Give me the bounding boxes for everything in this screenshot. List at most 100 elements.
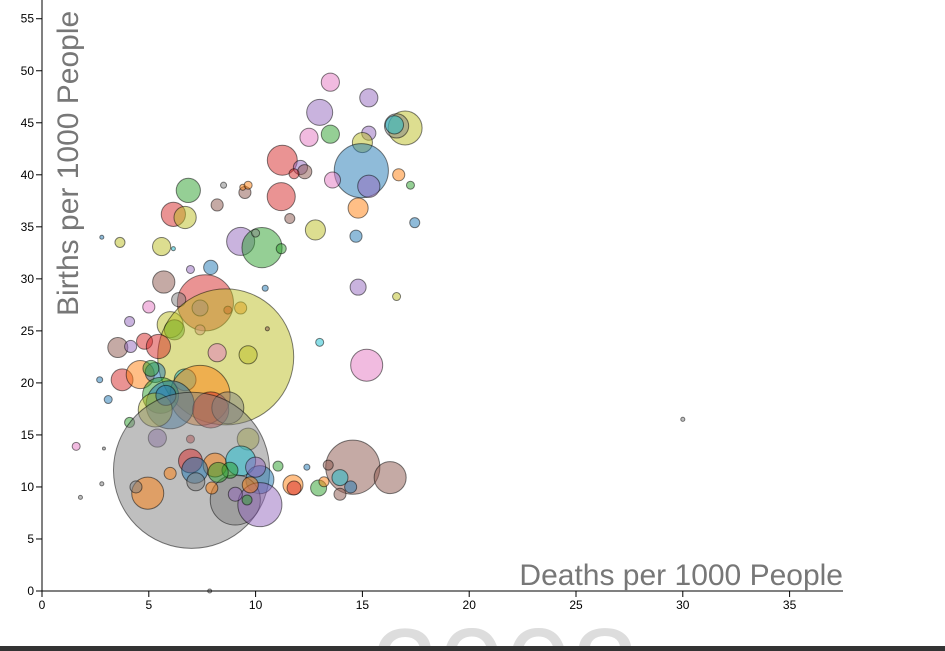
bubble (303, 463, 311, 471)
y-tick-label: 25 (21, 324, 35, 338)
x-axis-label: Deaths per 1000 People (519, 559, 843, 592)
y-tick-label: 35 (21, 220, 35, 234)
y-tick-label: 55 (21, 12, 35, 26)
bubble (266, 182, 296, 212)
bubble (142, 300, 156, 314)
bubble (175, 177, 201, 204)
bubble (152, 270, 176, 294)
bubble (349, 229, 363, 243)
bubble (347, 197, 369, 219)
y-tick-label: 45 (21, 116, 35, 130)
bubble (272, 460, 284, 472)
bubble (392, 168, 406, 182)
year-label: 2008 (372, 604, 639, 651)
bubble (185, 264, 195, 274)
bubble (392, 292, 402, 302)
bubble (373, 461, 407, 495)
bubble (99, 234, 105, 240)
bubble (275, 243, 287, 255)
bubble (129, 480, 143, 494)
bubble (101, 446, 106, 451)
bubble (220, 181, 228, 189)
y-tick-label: 15 (21, 428, 35, 442)
bubble (203, 259, 219, 276)
bubble (243, 180, 253, 190)
bubble (320, 72, 340, 92)
bubble (152, 237, 172, 257)
bubble (103, 395, 113, 405)
x-tick-label: 30 (676, 598, 690, 612)
x-tick-label: 10 (249, 598, 263, 612)
bubble (237, 482, 283, 528)
bubble (299, 127, 319, 147)
bubble (284, 212, 296, 225)
bubble (288, 168, 300, 180)
y-tick-label: 20 (21, 376, 35, 390)
bubble (320, 124, 340, 144)
bubble (227, 486, 243, 502)
bubble (241, 494, 253, 506)
x-tick-label: 35 (783, 598, 797, 612)
bubble (124, 339, 138, 354)
x-tick-label: 5 (145, 598, 152, 612)
bubble (171, 292, 187, 308)
bubble (114, 236, 126, 248)
bubble (77, 494, 83, 500)
bubble (306, 98, 334, 126)
bubble (210, 198, 224, 212)
bubble (241, 476, 259, 494)
y-tick-label: 5 (27, 532, 34, 546)
bubble (124, 315, 136, 328)
bubble (359, 88, 379, 108)
axes: 0 5 10 15 20 25 30 35 0 5 10 15 20 25 30 35 40 45 50 55 (21, 0, 843, 612)
bubble (286, 480, 302, 496)
bubble (405, 180, 415, 190)
bubble (261, 284, 269, 292)
bubble (251, 228, 261, 238)
bubble (170, 246, 176, 252)
bubble (266, 144, 298, 176)
bubble (264, 326, 270, 332)
bubble (322, 459, 334, 471)
bubble (680, 416, 686, 422)
bubble (207, 343, 227, 363)
bubble (142, 359, 160, 377)
bottom-bar (0, 646, 945, 651)
bubble (409, 217, 421, 229)
bubble (238, 345, 258, 365)
bubble (145, 333, 172, 360)
bubble (163, 466, 177, 480)
bubbles (71, 72, 686, 594)
bubble (350, 348, 384, 382)
bubble (99, 481, 105, 487)
bubble (331, 469, 349, 487)
bubble (205, 481, 219, 495)
bubble (297, 164, 313, 180)
bubble (333, 487, 347, 501)
bubble (357, 174, 381, 198)
bubble (323, 171, 342, 189)
y-tick-label: 10 (21, 480, 35, 494)
bubble (349, 278, 367, 296)
x-tick-label: 15 (356, 598, 370, 612)
x-tick-label: 25 (569, 598, 583, 612)
bubble (207, 461, 229, 483)
y-tick-label: 0 (27, 584, 34, 598)
bubble (315, 337, 325, 347)
y-axis-label: Births per 1000 People (52, 11, 85, 316)
bubble (173, 205, 197, 230)
bubble (344, 480, 358, 494)
bubble (384, 115, 405, 135)
bubble (304, 219, 326, 241)
x-tick-label: 0 (39, 598, 46, 612)
bubble (318, 476, 330, 488)
bubble (245, 456, 267, 478)
bubble (96, 376, 104, 384)
bubble (186, 472, 206, 492)
bubble (71, 441, 81, 451)
y-tick-label: 50 (21, 64, 35, 78)
y-tick-label: 40 (21, 168, 35, 182)
x-tick-label: 20 (463, 598, 477, 612)
